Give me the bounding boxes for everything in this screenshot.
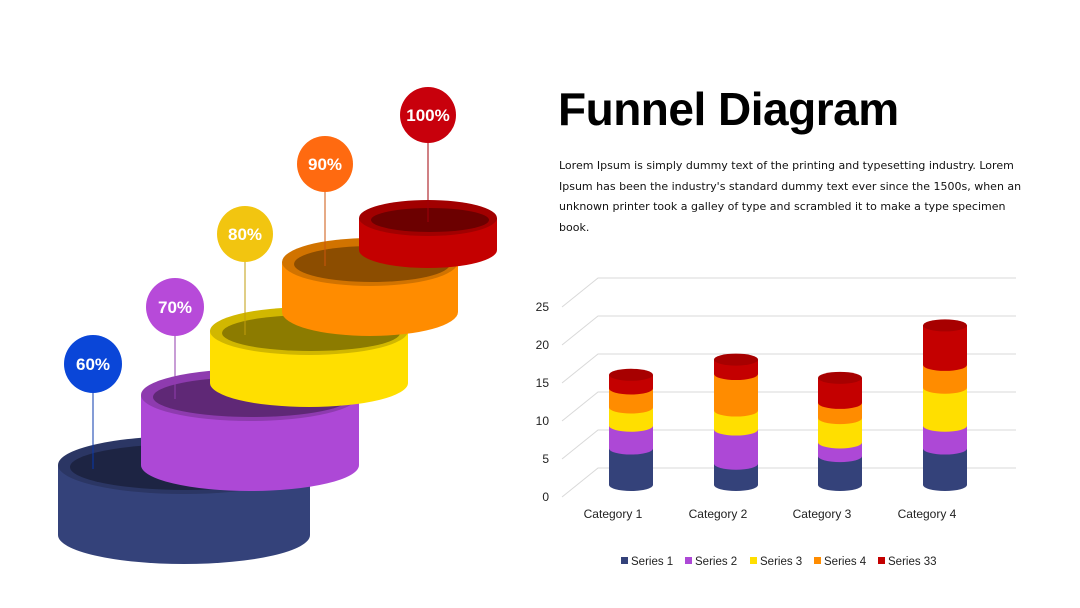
slide-description: Lorem Ipsum is simply dummy text of the … [559, 159, 1022, 234]
x-category-label: Category 4 [898, 507, 957, 521]
y-tick-label: 25 [536, 300, 550, 314]
y-tick-label: 0 [542, 490, 549, 504]
bar-segment-series-4 [923, 364, 967, 394]
bar-segment-series-3 [714, 410, 758, 436]
bar-segment-series-1 [609, 448, 653, 491]
funnel-badge [64, 335, 122, 393]
bar-stack-4 [923, 319, 967, 491]
chart-gridline [561, 467, 1016, 498]
funnel-badge-label: 70% [158, 298, 192, 317]
bar-stack-2 [714, 353, 758, 491]
chart-gridline [561, 391, 1016, 422]
bar-segment-series-4 [609, 388, 653, 414]
legend-label: Series 3 [760, 556, 802, 568]
legend-item: Series 33 [878, 556, 937, 568]
bar-segment-series-4 [714, 374, 758, 417]
legend-label: Series 2 [695, 556, 737, 568]
bar-stack-3 [818, 371, 862, 491]
chart-gridline [561, 277, 1016, 308]
x-category-label: Category 1 [584, 507, 643, 521]
legend-item: Series 4 [814, 556, 867, 568]
bar-segment-series-3 [923, 387, 967, 432]
y-tick-label: 5 [542, 452, 549, 466]
funnel-badge [217, 206, 273, 262]
bar-stack-1 [609, 368, 653, 491]
bar-segment-series-2 [714, 429, 758, 470]
bar-segment-series-33 [923, 325, 967, 371]
funnel-badge-label: 80% [228, 225, 262, 244]
chart-gridline [561, 315, 1016, 346]
x-category-label: Category 2 [689, 507, 748, 521]
bar-cap [818, 371, 862, 384]
funnel-diagram: 60% 70% 80% 90% 100% [58, 87, 497, 564]
legend-swatch [750, 557, 757, 564]
legend-label: Series 1 [631, 556, 673, 568]
funnel-badge-label: 60% [76, 355, 110, 374]
bar-segment-series-1 [714, 463, 758, 491]
bar-segment-series-2 [923, 425, 967, 455]
bar-segment-series-4 [818, 402, 862, 425]
legend-swatch [685, 557, 692, 564]
legend-label: Series 4 [824, 556, 867, 568]
bar-segment-series-1 [818, 456, 862, 491]
funnel-badge [400, 87, 456, 143]
slide-title: Funnel Diagram [558, 83, 899, 135]
funnel-badge-label: 90% [308, 155, 342, 174]
legend-label: Series 33 [888, 556, 937, 568]
funnel-step-5: 100% [359, 87, 497, 268]
funnel-step-hollow [371, 208, 489, 232]
chart-gridline [561, 353, 1016, 384]
legend-item: Series 3 [750, 556, 802, 568]
bar-segment-series-3 [818, 418, 862, 449]
bar-segment-series-3 [609, 407, 653, 432]
legend-item: Series 1 [621, 556, 673, 568]
funnel-step-side [141, 395, 359, 491]
funnel-badge [297, 136, 353, 192]
chart-legend: Series 1 Series 2 Series 3 Series 4 Series 3… [621, 556, 937, 568]
bar-cap [609, 368, 653, 381]
bar-cap [714, 353, 758, 366]
y-tick-label: 10 [536, 414, 550, 428]
legend-swatch [814, 557, 821, 564]
funnel-badge [146, 278, 204, 336]
bar-segment-series-1 [923, 448, 967, 491]
chart-gridline [561, 429, 1016, 460]
y-tick-label: 15 [536, 376, 550, 390]
legend-item: Series 2 [685, 556, 737, 568]
bar-segment-series-33 [818, 377, 862, 409]
bar-cap [923, 319, 967, 332]
legend-swatch [878, 557, 885, 564]
bar-segment-series-2 [609, 425, 653, 455]
legend-swatch [621, 557, 628, 564]
y-tick-label: 20 [536, 338, 550, 352]
x-category-label: Category 3 [793, 507, 852, 521]
funnel-badge-label: 100% [406, 106, 449, 125]
